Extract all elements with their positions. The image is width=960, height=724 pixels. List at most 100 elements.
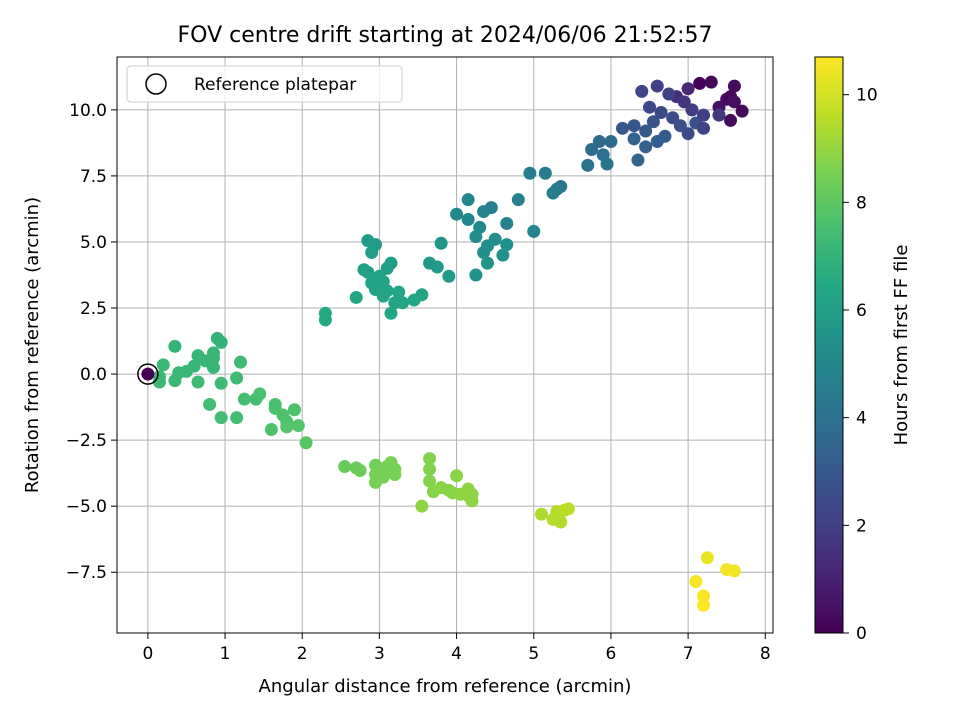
data-point <box>461 212 475 226</box>
data-point <box>338 460 352 474</box>
data-point <box>639 140 653 154</box>
data-point <box>353 464 367 478</box>
data-point <box>631 153 645 167</box>
legend-reference-marker <box>145 73 167 95</box>
data-point <box>534 507 548 521</box>
data-point <box>376 470 390 484</box>
y-tick-label: 7.5 <box>80 167 107 187</box>
data-point <box>616 121 630 135</box>
data-point <box>523 166 537 180</box>
colorbar-tick-label: 8 <box>856 193 867 213</box>
data-point <box>465 494 479 508</box>
data-point <box>365 246 379 260</box>
data-point <box>233 355 247 369</box>
data-point <box>685 103 699 117</box>
data-point <box>727 95 741 109</box>
data-point <box>203 397 217 411</box>
data-point <box>396 296 410 310</box>
data-point <box>585 142 599 156</box>
data-point <box>264 423 278 437</box>
legend-entry-reference: Reference platepar <box>194 75 356 95</box>
data-point <box>554 515 568 529</box>
data-point <box>423 452 437 466</box>
data-point <box>461 193 475 207</box>
data-point <box>392 285 406 299</box>
data-point <box>546 186 560 200</box>
x-axis-ticks: 0 1 2 3 4 5 6 7 8 <box>142 633 771 664</box>
colorbar-label: Hours from first FF file <box>891 245 912 446</box>
data-point <box>230 371 244 385</box>
data-point <box>214 376 228 390</box>
data-point <box>500 216 514 230</box>
y-tick-label: 5.0 <box>80 233 107 253</box>
data-point <box>704 75 718 89</box>
data-point <box>697 598 711 612</box>
x-tick-label: 6 <box>606 644 617 664</box>
data-point <box>168 339 182 353</box>
data-point <box>600 157 614 171</box>
y-tick-label: −7.5 <box>66 563 107 583</box>
data-point <box>627 132 641 146</box>
data-point <box>141 367 155 381</box>
data-point <box>681 127 695 141</box>
data-point <box>450 469 464 483</box>
x-tick-label: 4 <box>451 644 462 664</box>
data-point <box>442 269 456 283</box>
data-point <box>700 551 714 565</box>
y-tick-label: 2.5 <box>80 299 107 319</box>
data-point <box>639 124 653 138</box>
data-point <box>291 419 305 433</box>
data-point <box>697 589 711 603</box>
data-point <box>434 236 448 250</box>
data-point <box>635 84 649 98</box>
colorbar-ticks: 0 2 4 6 8 10 <box>843 86 878 644</box>
data-point <box>697 108 711 122</box>
data-point <box>727 79 741 93</box>
colorbar-tick-label: 4 <box>856 409 867 429</box>
data-point <box>318 313 332 327</box>
data-point <box>650 79 664 93</box>
data-point <box>253 387 267 401</box>
plot-frame <box>116 56 774 634</box>
data-point <box>423 474 437 488</box>
data-point <box>654 105 668 119</box>
data-point <box>191 375 205 389</box>
colorbar-tick-label: 0 <box>856 624 867 644</box>
data-point <box>349 290 363 304</box>
data-point <box>450 207 464 221</box>
data-point <box>477 246 491 260</box>
x-axis-label: Angular distance from reference (arcmin) <box>259 676 632 697</box>
data-point <box>407 293 421 307</box>
data-point <box>581 158 595 172</box>
data-point <box>415 499 429 513</box>
data-point <box>681 82 695 96</box>
data-point <box>280 420 294 434</box>
data-point <box>496 248 510 262</box>
legend: Reference platepar <box>126 65 403 103</box>
data-point <box>646 115 660 129</box>
x-tick-label: 0 <box>142 644 153 664</box>
x-tick-label: 1 <box>220 644 231 664</box>
data-point <box>650 135 664 149</box>
colorbar-tick-label: 2 <box>856 516 867 536</box>
data-point <box>168 374 182 388</box>
data-point <box>480 256 494 270</box>
data-point <box>206 360 220 374</box>
data-point <box>230 411 244 425</box>
data-point <box>361 265 375 279</box>
y-tick-label: 10.0 <box>69 101 107 121</box>
colorbar-tick-label: 10 <box>856 86 878 106</box>
data-points <box>137 75 749 612</box>
legend-box <box>126 65 403 103</box>
x-tick-label: 2 <box>297 644 308 664</box>
y-axis-ticks: −7.5 −5.0 −2.5 0.0 2.5 5.0 7.5 10.0 <box>66 101 117 583</box>
x-tick-label: 7 <box>683 644 694 664</box>
data-point <box>214 411 228 425</box>
data-point <box>662 87 676 101</box>
data-point <box>627 119 641 133</box>
data-point <box>604 135 618 149</box>
data-point <box>511 193 525 207</box>
x-tick-label: 5 <box>528 644 539 664</box>
